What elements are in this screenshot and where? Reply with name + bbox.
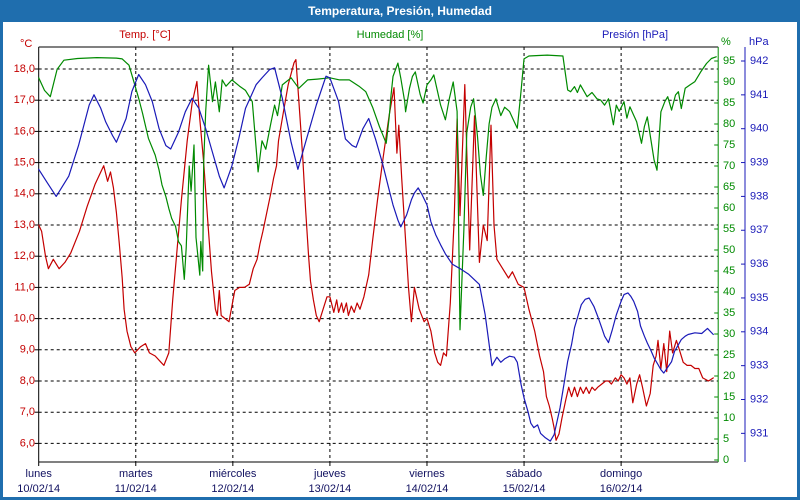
legend-pressure: Presión [hPa]	[601, 29, 669, 41]
day-date-label: 14/02/14	[406, 483, 449, 495]
humidity-tick-label: 45	[723, 265, 735, 277]
temp-tick-label: 6,0	[20, 437, 35, 449]
humidity-tick-label: 95	[723, 55, 735, 67]
temp-axis-unit: °C	[20, 38, 33, 50]
day-date-label: 10/02/14	[17, 483, 60, 495]
humidity-tick-label: 70	[723, 160, 735, 172]
humidity-tick-label: 15	[723, 391, 735, 403]
day-date-label: 11/02/14	[115, 483, 157, 495]
temp-tick-label: 13,0	[14, 219, 35, 231]
pressure-tick-label: 932	[750, 393, 768, 405]
humidity-tick-label: 20	[723, 370, 735, 382]
temp-tick-label: 16,0	[14, 125, 35, 137]
day-name-label: lunes	[26, 468, 53, 480]
pressure-tick-label: 931	[750, 427, 768, 439]
window-title: Temperatura, Presión, Humedad	[308, 4, 492, 18]
pressure-axis-unit: hPa	[749, 36, 769, 48]
humidity-tick-label: 0	[723, 454, 729, 466]
humidity-tick-label: 10	[723, 412, 735, 424]
temp-tick-label: 12,0	[14, 250, 35, 262]
pressure-tick-label: 935	[750, 292, 768, 304]
pressure-series-line	[38, 67, 714, 442]
pressure-tick-label: 937	[750, 224, 768, 236]
temp-tick-label: 7,0	[20, 406, 35, 418]
humidity-tick-label: 5	[723, 433, 729, 445]
legend-humidity: Humedad [%]	[356, 29, 424, 41]
pressure-tick-label: 941	[750, 89, 768, 101]
legend-temperature: Temp. [°C]	[119, 29, 171, 41]
pressure-tick-label: 933	[750, 360, 768, 372]
day-name-label: domingo	[600, 468, 642, 480]
day-name-label: viernes	[409, 468, 445, 480]
pressure-tick-label: 940	[750, 123, 768, 135]
pressure-tick-label: 934	[750, 326, 768, 338]
pressure-tick-label: 939	[750, 156, 768, 168]
day-date-label: 16/02/14	[600, 483, 643, 495]
humidity-tick-label: 50	[723, 244, 735, 256]
temp-tick-label: 18,0	[14, 63, 35, 75]
humidity-tick-label: 75	[723, 139, 735, 151]
humidity-tick-label: 40	[723, 286, 735, 298]
humidity-tick-label: 35	[723, 307, 735, 319]
temp-tick-label: 9,0	[20, 344, 35, 356]
temp-tick-label: 8,0	[20, 375, 35, 387]
day-date-label: 13/02/14	[308, 483, 351, 495]
humidity-tick-label: 90	[723, 76, 735, 88]
window-titlebar: Temperatura, Presión, Humedad	[0, 0, 800, 22]
pressure-tick-label: 942	[750, 55, 768, 67]
pressure-tick-label: 938	[750, 190, 768, 202]
day-name-label: jueves	[313, 468, 346, 480]
humidity-tick-label: 60	[723, 202, 735, 214]
temp-tick-label: 15,0	[14, 157, 35, 169]
humidity-tick-label: 65	[723, 181, 735, 193]
day-name-label: martes	[119, 468, 153, 480]
day-date-label: 12/02/14	[211, 483, 254, 495]
humidity-tick-label: 25	[723, 349, 735, 361]
day-name-label: sábado	[506, 468, 542, 480]
humidity-axis-unit: %	[721, 36, 731, 48]
temp-tick-label: 11,0	[14, 281, 35, 293]
pressure-tick-label: 936	[750, 258, 768, 270]
day-date-label: 15/02/14	[503, 483, 546, 495]
humidity-tick-label: 85	[723, 97, 735, 109]
humidity-tick-label: 55	[723, 223, 735, 235]
humidity-tick-label: 30	[723, 328, 735, 340]
temp-tick-label: 14,0	[14, 188, 35, 200]
day-name-label: miércoles	[209, 468, 257, 480]
humidity-tick-label: 80	[723, 118, 735, 130]
temp-tick-label: 10,0	[14, 313, 35, 325]
humidity-series-line	[38, 54, 717, 331]
temp-tick-label: 17,0	[14, 94, 35, 106]
